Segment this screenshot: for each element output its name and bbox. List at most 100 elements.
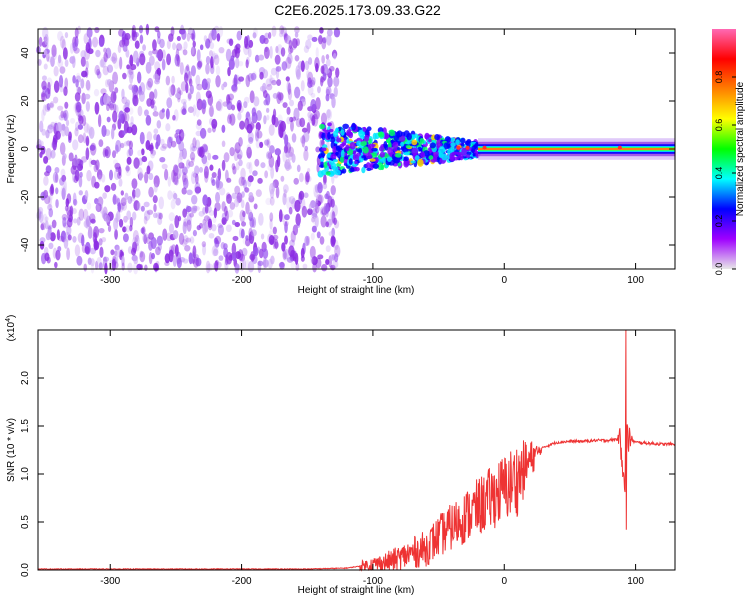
spectrogram-noise-cell [313,109,320,120]
spectrogram-noise-cell [319,27,324,34]
spectrogram-noise-cell [131,124,138,136]
spectrogram-noise-cell [57,30,64,42]
spectrogram-noise-cell [55,122,63,133]
spectrogram-noise-cell [122,226,127,233]
spectrogram-noise-cell [66,247,71,261]
spectrogram-noise-cell [213,242,219,254]
spectrogram-noise-cell [142,233,149,244]
spectrogram-noise-cell [156,67,162,77]
figure-title: C2E6.2025.173.09.33.G22 [274,2,441,18]
spectrogram-band-cell [319,123,325,130]
spectrogram-noise-cell [265,107,270,113]
spectrogram-noise-cell [41,75,47,81]
spectrogram-noise-cell [188,252,193,265]
spectrogram-noise-cell [315,146,321,153]
spectrogram-noise-cell [290,230,296,243]
spectrogram-noise-cell [211,118,218,129]
spectrogram-noise-cell [59,177,65,186]
spectrogram-noise-cell [333,27,341,38]
spectrogram-noise-cell [254,128,260,142]
spectrogram-noise-cell [226,193,232,205]
spectrogram-noise-cell [53,80,60,93]
spectrogram-noise-cell [282,252,288,262]
spectrogram-noise-cell [211,179,216,187]
spectrogram-noise-cell [252,170,258,177]
spectrogram-noise-cell [211,224,217,232]
spectrogram-noise-cell [206,263,213,272]
spectrogram-noise-cell [214,235,222,245]
spectrogram-noise-cell [279,25,285,35]
spectrogram-noise-cell [59,35,66,49]
spectrogram-noise-cell [134,188,141,198]
spectrogram-band-cell [428,138,432,143]
spectrogram-noise-cell [203,35,208,43]
spectrogram-noise-cell [276,91,282,105]
spectrogram-noise-cell [158,212,163,220]
spectrogram-noise-cell [322,182,328,190]
spectrogram-noise-cell [80,78,85,89]
spectrogram-noise-cell [128,140,133,150]
spectrogram-noise-cell [106,116,111,123]
spectrogram-noise-cell [260,233,265,240]
spectrogram-noise-cell [174,177,179,186]
spectrogram-noise-cell [242,210,246,218]
spectrogram-noise-cell [196,119,202,126]
spectrogram-noise-cell [209,42,215,50]
spectrogram-noise-cell [92,36,99,48]
spectrogram-noise-cell [171,169,176,183]
spectrogram-band-cell [348,131,354,139]
spectrogram-band-cell [340,129,345,136]
spectrogram-noise-cell [258,248,264,259]
spectrogram-noise-cell [162,228,168,241]
spectrogram-noise-cell [47,124,54,134]
spectrogram-noise-cell [64,101,69,109]
spectrogram-noise-cell [207,127,212,134]
spectrogram-band-cell [395,131,401,139]
spectrogram-noise-cell [124,192,129,201]
spectrogram-noise-cell [178,232,185,245]
spectrogram-noise-cell [209,104,214,118]
spectrogram-noise-cell [74,154,78,168]
spectrogram-noise-cell [240,228,245,239]
spectrogram-noise-cell [74,127,79,137]
spectrogram-band-cell [354,160,358,165]
spectrogram-noise-cell [189,84,194,95]
spectrogram-noise-cell [45,232,51,241]
spectrogram-noise-cell [58,114,65,121]
spectrogram-noise-cell [237,154,242,160]
spectrogram-noise-cell [190,33,195,40]
spectrogram-noise-cell [210,56,214,69]
spectrogram-noise-cell [119,248,124,257]
spectrogram-noise-cell [315,97,321,110]
spectrogram-noise-cell [52,96,59,104]
spectrogram-noise-cell [231,251,237,262]
spectrogram-noise-cell [106,64,114,73]
spectrogram-noise-cell [312,262,317,273]
snr-frame [37,329,676,571]
spectrogram-noise-cell [330,198,335,208]
spectrogram-noise-cell [257,260,262,274]
snr-y-label: SNR (10 * v/v) [6,418,17,482]
spectrogram-noise-cell [40,91,46,98]
spectrogram-noise-cell [44,195,51,205]
spectrogram-noise-cell [309,79,316,88]
spectrogram-band-cell [464,140,470,146]
spectrogram-noise-cell [192,229,197,237]
spectrogram-noise-cell [245,201,250,215]
spectrogram-noise-cell [110,56,116,62]
spectrogram-noise-cell [295,213,301,226]
spectrogram-y-tick-label: -20 [20,189,31,204]
spectrogram-band-cell [388,129,396,137]
spectrogram-noise-cell [246,144,252,154]
spectrogram-noise-cell [72,41,78,52]
spectrogram-noise-cell [282,192,287,206]
spectrogram-noise-cell [112,110,118,123]
spectrogram-noise-cell [229,113,236,126]
spectrogram-noise-cell [215,191,221,204]
spectrogram-noise-cell [157,30,161,39]
spectrogram-noise-cell [91,175,97,188]
spectrogram-noise-cell [151,252,155,260]
spectrogram-noise-cell [125,49,130,58]
spectrogram-noise-cell [155,53,161,59]
spectrogram-band-cell [465,154,471,158]
